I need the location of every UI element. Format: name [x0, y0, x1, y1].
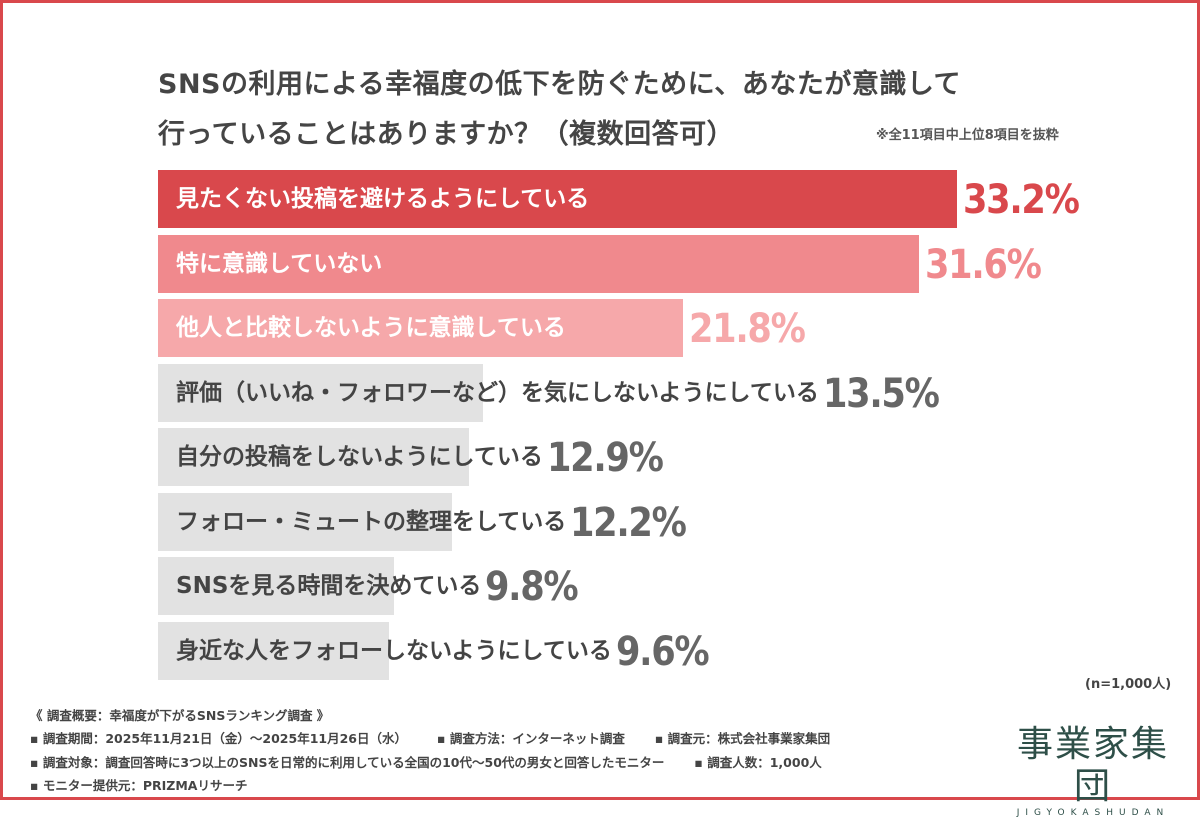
bar-value-label: 13.5%	[822, 370, 940, 417]
frame-border	[0, 0, 1200, 800]
bar-label: 特に意識していない	[176, 250, 383, 277]
footer-line-1: ▪ 調査期間：2025年11月21日（金）〜2025年11月26日（水） ▪ 調査…	[30, 728, 860, 747]
title-line-2: 行っていることはありますか？（複数回答可）	[158, 119, 735, 150]
bar-row: 身近な人をフォローしないようにしている 9.6%	[158, 621, 1158, 680]
bar	[158, 492, 452, 551]
bar-value-label: 12.2%	[570, 499, 687, 546]
bar-row: フォロー・ミュートの整理をしている 12.2%	[158, 492, 1158, 551]
survey-method: ▪ 調査方法：インターネット調査	[437, 731, 625, 746]
bar-value-label: 9.8%	[485, 564, 579, 610]
bar	[158, 299, 683, 357]
bar-row: SNSを見る時間を決めている 9.8%	[158, 557, 1158, 615]
survey-period: ▪ 調査期間：2025年11月21日（金）〜2025年11月26日（水）	[30, 731, 407, 746]
bar-value-label: 12.9%	[546, 435, 664, 481]
bar-row: 他人と比較しないように意識している 21.8%	[158, 299, 1158, 357]
sample-size: (n=1,000人)	[1085, 677, 1172, 692]
footer-line-3: ▪ モニター提供元：PRIZMAリサーチ	[30, 778, 248, 793]
bar	[158, 234, 919, 293]
bar-row: 特に意識していない 31.6%	[158, 234, 1158, 293]
bar-label: 自分の投稿をしないようにしている	[176, 444, 543, 470]
bar-row: 自分の投稿をしないようにしている 12.9%	[158, 428, 1158, 486]
chart-note: ※全11項目中上位8項目を抜粋	[876, 128, 1059, 143]
bar-label: SNSを見る時間を決めている	[176, 573, 482, 599]
title-line-1: SNSの利用による幸福度の低下を防ぐために、あなたが意識して	[158, 69, 962, 100]
bar-label: 評価（いいね・フォロワーなど）を気にしないようにしている	[176, 379, 819, 406]
chart-title: SNSの利用による幸福度の低下を防ぐために、あなたが意識して 行っていることはあ…	[158, 60, 961, 160]
bar	[158, 170, 958, 228]
survey-target: ▪ 調査対象：調査回答時に3つ以上のSNSを日常的に利用している全国の10代〜5…	[30, 755, 665, 770]
bar	[158, 363, 483, 422]
bar-value-label: 33.2%	[963, 177, 1080, 223]
footer-line-2: ▪ 調査対象：調査回答時に3つ以上のSNSを日常的に利用している全国の10代〜5…	[30, 752, 852, 771]
bar-row: 評価（いいね・フォロワーなど）を気にしないようにしている 13.5%	[158, 363, 1158, 422]
bar-label: 他人と比較しないように意識している	[176, 315, 566, 341]
logo-sub: JIGYOKASHUDAN	[1016, 808, 1170, 818]
bar	[158, 621, 390, 680]
bar-value-label: 31.6%	[924, 241, 1042, 288]
bar-label: フォロー・ミュートの整理をしている	[176, 508, 567, 535]
bar	[158, 557, 394, 615]
survey-source: ▪ 調査元：株式会社事業家集団	[654, 731, 831, 746]
bar-row: 見たくない投稿を避けるようにしている 33.2%	[158, 170, 1158, 228]
logo-main: 事業家集団	[1016, 724, 1169, 807]
bar	[158, 428, 469, 486]
footer-heading: 《 調査概要：幸福度が下がるSNSランキング調査 》	[30, 708, 330, 723]
company-logo: 事業家集団 JIGYOKASHUDAN	[1008, 724, 1178, 818]
bar-label: 見たくない投稿を避けるようにしている	[176, 186, 590, 212]
bar-label: 身近な人をフォローしないようにしている	[176, 637, 612, 664]
bar-value-label: 21.8%	[688, 306, 806, 352]
survey-count: ▪ 調査人数：1,000人	[694, 755, 822, 770]
bar-value-label: 9.6%	[615, 628, 710, 675]
